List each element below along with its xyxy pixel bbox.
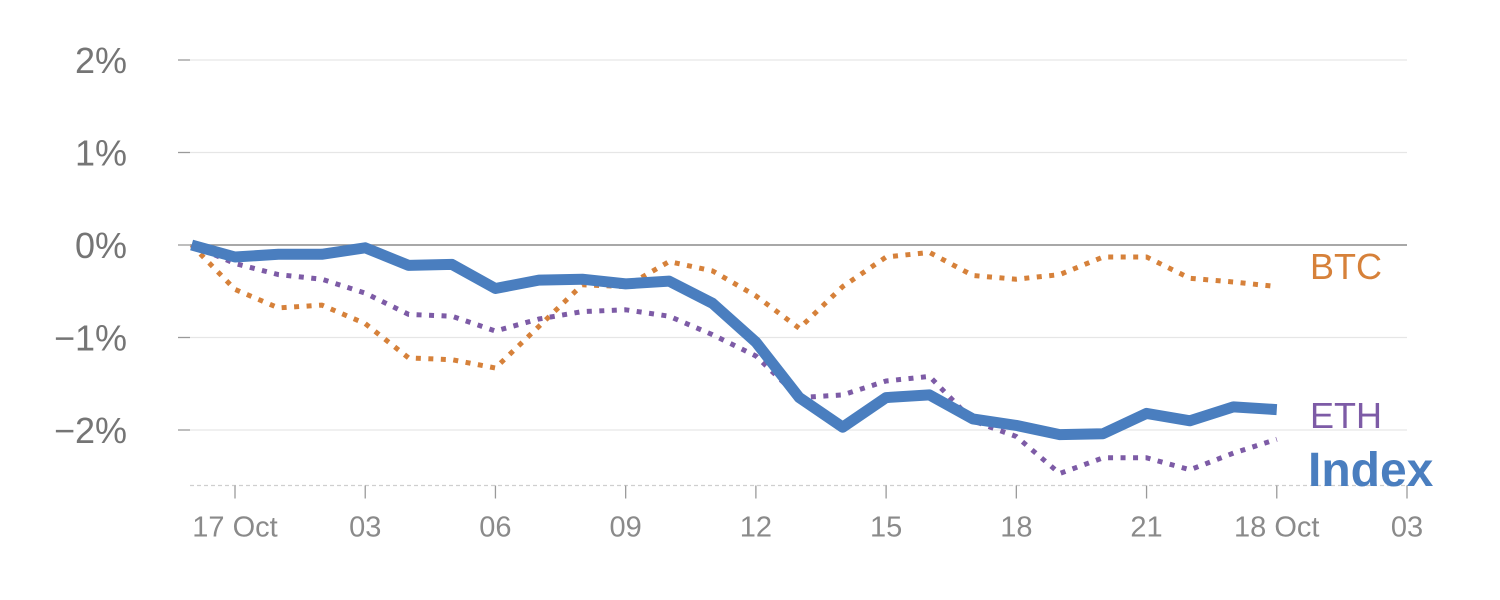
x-tick-label: 21 [1130,512,1162,544]
x-tick-label: 15 [870,512,902,544]
y-tick-label: −2% [54,410,127,451]
x-tick-label: 06 [479,512,511,544]
btc-label: BTC [1310,246,1382,287]
x-tick-label: 09 [610,512,642,544]
y-tick-label: 0% [75,225,127,266]
y-tick-label: −1% [54,318,127,359]
eth-label: ETH [1310,395,1382,436]
y-tick-label: 2% [75,40,127,81]
y-tick-label: 1% [75,133,127,174]
x-tick-label: 18 [1000,512,1032,544]
x-axis: 17 Oct 03 06 09 12 15 18 21 18 Oct 03 [190,484,1423,544]
x-tick-label: 18 Oct [1234,512,1319,544]
x-tick-label: 12 [740,512,772,544]
series-line-eth [190,242,1278,476]
series-line-btc [189,243,1278,371]
y-axis: 2% 1% 0% −1% −2% [54,40,190,451]
index-label: Index [1308,444,1434,497]
x-tick-label: 03 [349,512,381,544]
gridlines [190,59,1407,431]
series-lines [189,239,1278,476]
series-line-index [190,239,1278,441]
x-tick-label: 03 [1391,512,1423,544]
series-labels: BTC ETH Index [1308,246,1434,497]
x-tick-label: 17 Oct [192,512,277,544]
